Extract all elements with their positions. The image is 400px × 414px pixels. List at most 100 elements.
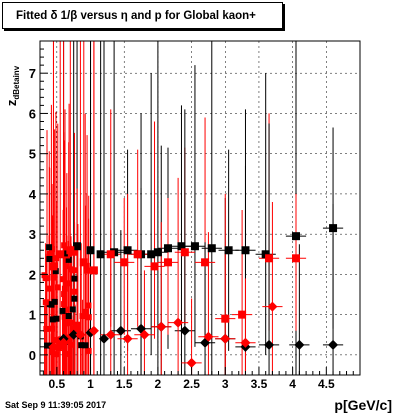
square-marker: [201, 258, 210, 267]
x-tick-label: 3: [222, 377, 229, 391]
low-p-marker: [49, 316, 56, 323]
square-marker: [79, 258, 88, 267]
low-p-marker: [51, 298, 58, 305]
low-p-marker: [50, 274, 57, 281]
low-p-marker: [71, 249, 78, 256]
low-p-marker: [46, 244, 53, 251]
diamond-marker: [203, 331, 214, 342]
y-tick-label: 2: [29, 267, 36, 282]
square-marker: [221, 314, 230, 323]
square-marker: [164, 244, 172, 253]
low-p-marker: [41, 272, 48, 279]
low-p-marker: [54, 284, 61, 291]
low-p-marker: [61, 250, 68, 257]
low-p-marker: [46, 250, 53, 257]
diamond-marker: [48, 341, 59, 352]
y-tick-label: 7: [29, 66, 36, 81]
low-p-marker: [66, 334, 73, 341]
low-p-marker: [61, 301, 68, 308]
square-marker: [180, 248, 189, 257]
diamond-marker: [186, 357, 197, 368]
square-marker: [123, 246, 132, 255]
y-tick-label: 1: [29, 308, 36, 323]
square-marker: [96, 250, 105, 259]
tick-labels: 0.5 1 1.5 2 2.5 3 3.5 4 4.5 0 1 2 3 4 5 6 7 zdBetainv: [4, 65, 335, 391]
low-p-marker: [65, 256, 72, 263]
low-p-marker: [71, 275, 78, 282]
square-marker: [66, 246, 75, 255]
y-tick-label: 3: [29, 227, 36, 242]
low-p-marker: [61, 242, 68, 249]
x-tick-label: 4.5: [318, 377, 335, 391]
square-marker: [147, 250, 156, 259]
diamond-marker: [88, 325, 99, 336]
low-p-marker: [42, 299, 49, 306]
low-p-marker: [85, 302, 92, 309]
low-p-marker: [62, 350, 69, 357]
square-marker: [224, 246, 233, 255]
x-tick-label: 4: [289, 377, 296, 391]
low-p-marker: [67, 341, 74, 348]
low-p-marker: [85, 347, 92, 354]
x-axis-label: p[GeV/c]: [334, 397, 392, 413]
low-p-marker: [59, 307, 66, 314]
error-bars: [44, 41, 344, 375]
square-marker: [241, 246, 250, 255]
timestamp: Sat Sep 9 11:39:05 2017: [5, 400, 107, 410]
diamond-marker: [294, 339, 305, 350]
diamond-marker: [179, 325, 190, 336]
low-p-marker: [82, 342, 89, 349]
square-marker: [265, 254, 274, 263]
chart-title: Fitted δ 1/β versus η and p for Global k…: [2, 2, 283, 29]
low-p-marker: [65, 338, 72, 345]
low-p-marker: [60, 276, 67, 283]
low-p-marker: [53, 337, 60, 344]
low-p-marker: [74, 321, 81, 328]
diamond-marker: [58, 337, 69, 348]
square-marker: [238, 310, 247, 319]
y-tick-label: 0: [29, 348, 36, 363]
diamond-marker: [220, 333, 231, 344]
low-p-marker: [53, 315, 60, 322]
low-p-marker: [74, 325, 81, 332]
diamond-marker: [173, 317, 184, 328]
diamond-marker: [156, 321, 167, 332]
low-p-marker: [61, 291, 68, 298]
low-p-marker: [71, 295, 78, 302]
low-p-marker: [49, 348, 56, 355]
low-p-marker: [55, 345, 62, 352]
y-axis-label: zdBetainv: [4, 65, 21, 106]
square-marker: [56, 250, 65, 259]
square-marker: [190, 242, 199, 251]
low-p-marker: [63, 263, 70, 270]
low-p-marker: [43, 325, 50, 332]
square-marker: [292, 254, 300, 263]
low-p-marker: [68, 319, 75, 326]
low-p-marker: [52, 268, 59, 275]
square-marker: [89, 266, 98, 275]
diamond-marker: [99, 333, 109, 344]
low-p-marker: [78, 342, 85, 349]
square-marker: [73, 242, 82, 251]
square-marker: [207, 244, 216, 253]
square-marker: [86, 246, 95, 255]
low-p-marker: [52, 351, 59, 358]
square-marker: [292, 232, 300, 241]
low-p-marker: [71, 325, 78, 332]
chart-title-text: Fitted δ 1/β versus η and p for Global k…: [16, 9, 256, 22]
square-marker: [164, 258, 172, 267]
low-p-marker: [63, 306, 70, 313]
low-p-marker: [85, 314, 92, 321]
square-marker: [120, 258, 129, 267]
x-tick-label: 1.5: [116, 377, 133, 391]
y-tick-label: 5: [29, 147, 36, 162]
low-p-marker: [71, 267, 78, 274]
low-p-marker: [66, 280, 73, 287]
square-marker: [106, 250, 115, 259]
square-marker: [177, 242, 186, 251]
diamond-marker: [122, 333, 133, 344]
low-p-marker: [44, 342, 51, 349]
low-p-marker: [69, 306, 76, 313]
data-markers: [41, 224, 339, 368]
